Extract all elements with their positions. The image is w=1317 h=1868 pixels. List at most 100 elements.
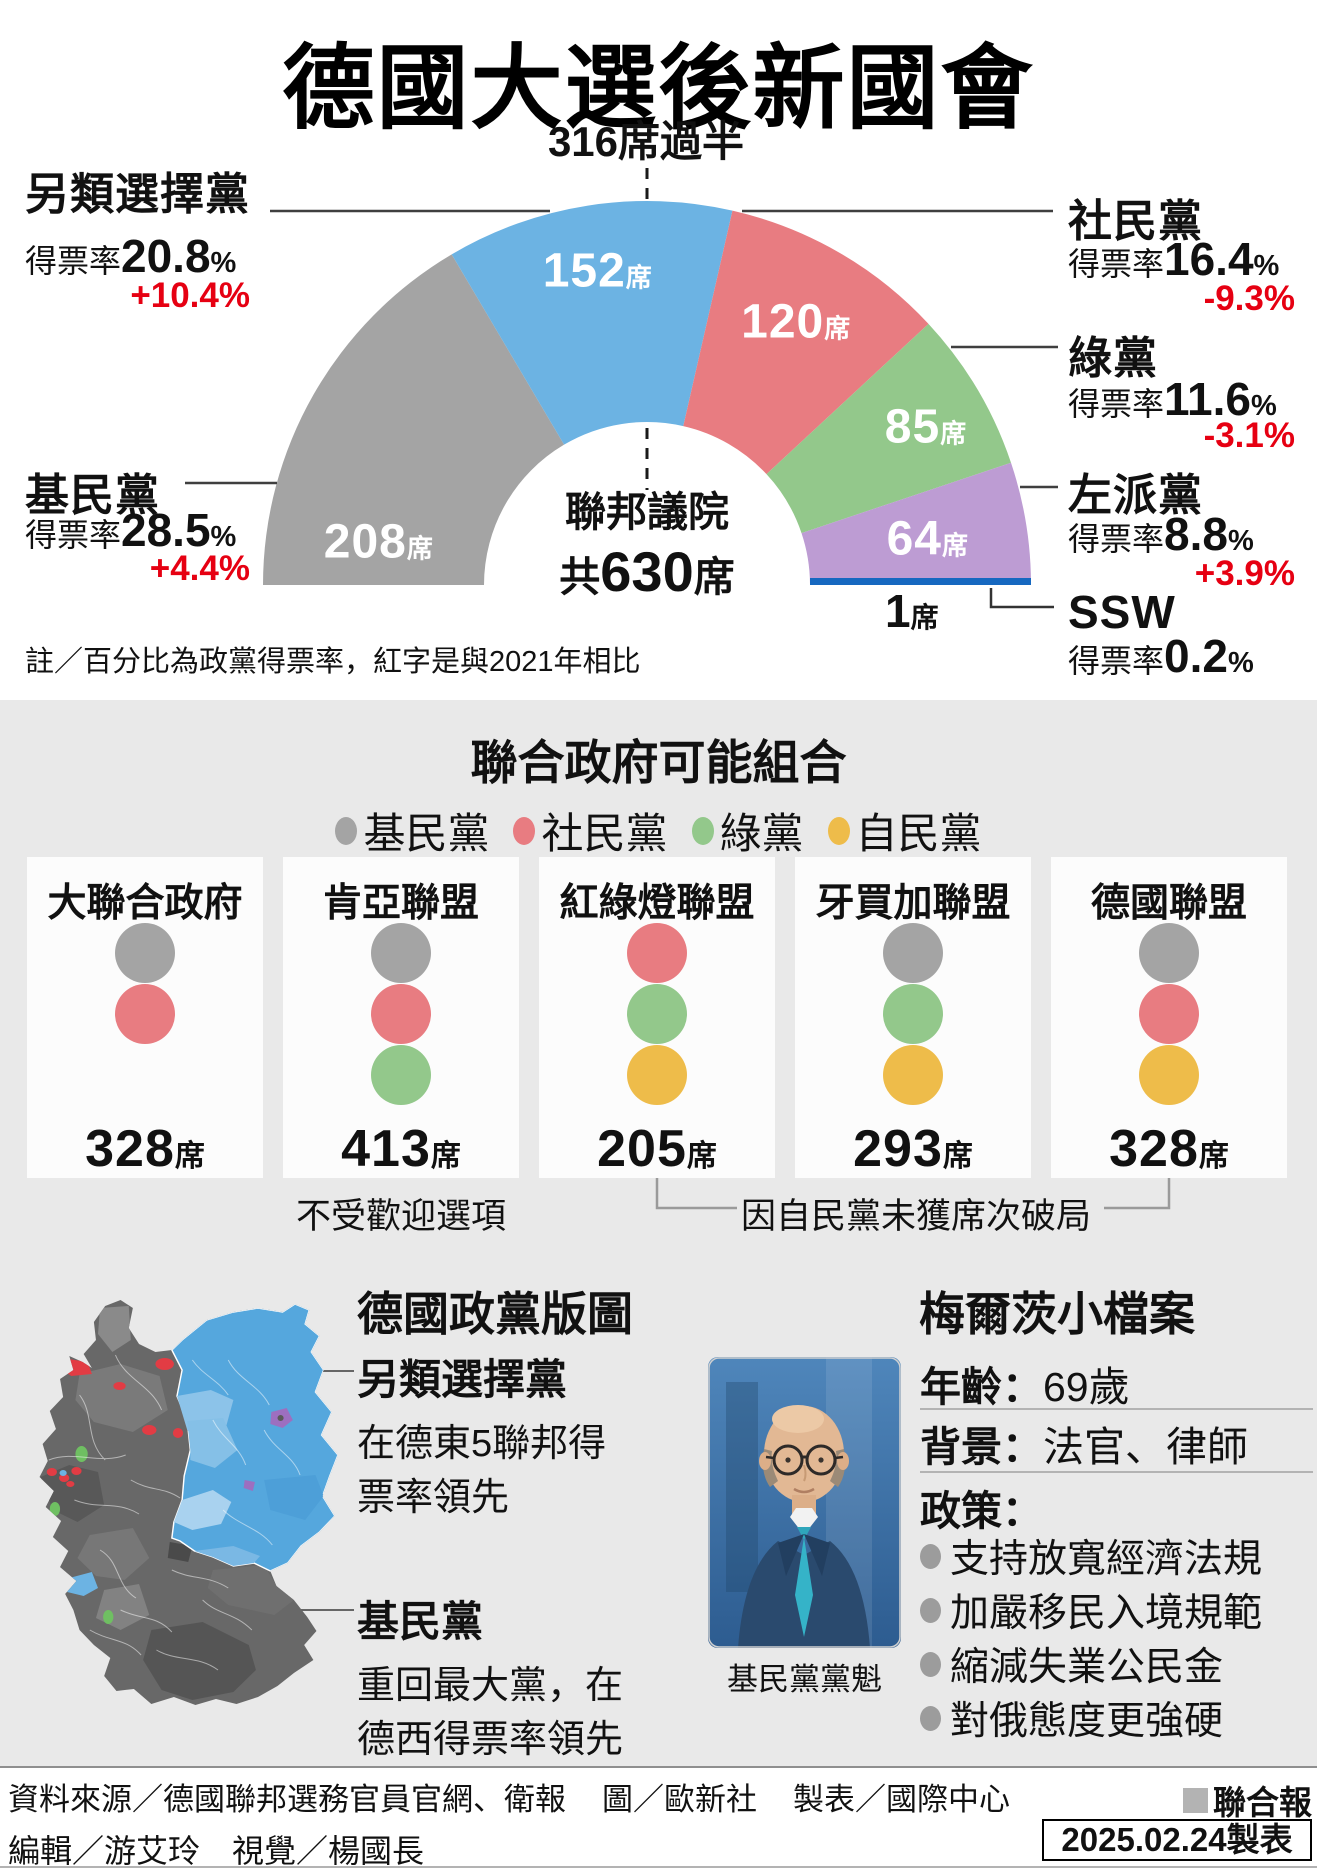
majority-label: 316席過半 — [547, 118, 745, 165]
coalition-card: 德國聯盟 328席 — [1051, 857, 1287, 1178]
party-vote-share: 得票率16.4% — [1068, 232, 1279, 286]
legend-label: 基民黨 — [363, 810, 490, 857]
vote-share-number: 16.4 — [1164, 233, 1254, 285]
legend-item: 基民黨 — [335, 800, 489, 861]
background-value: 法官、律師 — [1043, 1424, 1248, 1470]
party-dot — [883, 984, 943, 1044]
ssw-seats-number: 1 — [885, 585, 911, 637]
legend-item: 綠黨 — [691, 800, 804, 861]
total-number: 630 — [600, 540, 694, 604]
ssw-elbow-connector — [989, 588, 1054, 609]
party-vote-share: 得票率8.8% — [1068, 507, 1254, 561]
seat-count-number: 208 — [323, 515, 407, 569]
legend-color-dot — [827, 816, 850, 845]
donut-segment-3 — [766, 323, 1012, 534]
ssw-seat-count: 1席 — [885, 584, 939, 638]
seat-count-unit: 席 — [625, 262, 652, 293]
brand: 聯合報 — [1183, 1776, 1312, 1824]
coalition-party-dots — [627, 923, 687, 1105]
date-box: 2025.02.24製表 — [1042, 1819, 1312, 1861]
donut-segment-ssw-strip — [810, 578, 1031, 585]
coalition-card: 牙買加聯盟 293席 — [795, 857, 1031, 1178]
connector-germany-coalition — [1104, 1178, 1171, 1210]
coalition-seats-unit: 席 — [174, 1140, 205, 1173]
photo-credit: 圖／歐新社 — [602, 1782, 757, 1817]
seat-count-number: 152 — [542, 244, 626, 298]
vote-share-label: 得票率 — [25, 517, 122, 553]
footer: 資料來源／德國聯邦選務官員官網、衛報 圖／歐新社 製表／國際中心 聯合報 編輯／游艾… — [0, 1768, 1317, 1868]
vote-share-change: +3.9% — [1194, 554, 1295, 593]
profile-title: 梅爾茨小檔案 — [919, 1288, 1195, 1340]
profile-row-policy: 政策： — [920, 1477, 1316, 1537]
coalition-seat-total: 293席 — [795, 1119, 1031, 1179]
total-unit: 席 — [693, 554, 735, 601]
coalition-party-dots — [883, 923, 943, 1105]
vote-share-percent-sign: % — [1227, 647, 1254, 679]
legend-item: 社民黨 — [513, 800, 668, 861]
coalition-seat-total: 205席 — [539, 1119, 775, 1179]
parliament-donut-chart — [185, 168, 1058, 609]
coalition-seat-total: 328席 — [1051, 1119, 1287, 1179]
vote-share-percent-sign: % — [210, 521, 237, 553]
page-title: 德國大選後新國會 — [282, 38, 1035, 140]
coalition-party-dots — [371, 923, 431, 1105]
brand-square-icon — [1183, 1787, 1208, 1813]
party-dot — [627, 1045, 687, 1105]
vote-share-number: 20.8 — [121, 230, 211, 282]
party-vote-share: 得票率20.8% — [25, 229, 236, 283]
coalition-seats-number: 293 — [853, 1120, 943, 1178]
party-dot — [1139, 984, 1199, 1044]
policy-item: 縮減失業公民金 — [920, 1644, 1317, 1689]
policy-item: 加嚴移民入境規範 — [920, 1590, 1317, 1635]
party-vote-share: 得票率0.2% — [1068, 629, 1254, 683]
connector-traffic-light-coalition — [655, 1178, 737, 1210]
coalition-party-dots — [1139, 923, 1199, 1105]
age-label: 年齡： — [920, 1364, 1043, 1410]
map-title: 德國政黨版圖 — [357, 1288, 633, 1340]
map-annotation-cdu: 基民黨 重回最大黨，在 德西得票率領先 — [357, 1588, 623, 1767]
vote-share-change: +4.4% — [149, 549, 250, 588]
coalition-seats-unit: 席 — [430, 1140, 461, 1173]
chamber-seat-total: 共630席 — [452, 541, 842, 603]
party-dot — [371, 1045, 431, 1105]
donut-segment-0 — [263, 254, 565, 585]
party-name: 基民黨 — [25, 471, 160, 520]
coalition-legend: 基民黨 社民黨 綠黨 自民黨 — [0, 800, 1317, 861]
table-credit: 製表／國際中心 — [793, 1782, 1010, 1817]
policy-text: 縮減失業公民金 — [950, 1646, 1224, 1689]
vote-share-number: 28.5 — [121, 504, 211, 556]
policy-text: 支持放寬經濟法規 — [950, 1538, 1263, 1581]
coalition-seat-total: 413席 — [283, 1119, 519, 1179]
policy-list: 支持放寬經濟法規 加嚴移民入境規範 縮減失業公民金 對俄態度更強硬 — [920, 1536, 1317, 1752]
party-vote-share: 得票率11.6% — [1068, 372, 1277, 426]
coalition-title: 聯合政府可能組合 — [470, 736, 847, 789]
seat-count-unit: 席 — [824, 313, 851, 344]
seat-count-number: 64 — [886, 512, 942, 566]
coalition-card-title: 紅綠燈聯盟 — [559, 882, 755, 925]
map-annotation-afd-party: 另類選擇黨 — [357, 1356, 568, 1403]
profile-divider — [920, 1408, 1313, 1410]
party-name: 左派黨 — [1068, 471, 1203, 520]
coalition-seats-number: 328 — [1109, 1120, 1199, 1178]
vote-share-percent-sign: % — [1227, 525, 1254, 557]
policy-label: 政策： — [920, 1488, 1043, 1534]
vote-share-change: -9.3% — [1203, 279, 1295, 318]
coalition-seat-total: 328席 — [27, 1119, 263, 1179]
vote-share-change: +10.4% — [130, 276, 250, 315]
seat-count-unit: 席 — [406, 533, 433, 564]
party-dot — [883, 923, 943, 983]
coalition-card-title: 德國聯盟 — [1090, 882, 1247, 925]
party-dot — [627, 984, 687, 1044]
coalition-card: 肯亞聯盟 413席 — [283, 857, 519, 1178]
map-annotation-afd-line1: 在德東5聯邦得 — [357, 1423, 607, 1465]
party-vote-share: 得票率28.5% — [25, 503, 236, 557]
profile-divider — [920, 1471, 1313, 1473]
vote-share-label: 得票率 — [25, 243, 122, 279]
coalition-party-dots — [115, 923, 175, 1044]
party-dot — [371, 984, 431, 1044]
vote-share-percent-sign: % — [210, 247, 237, 279]
seat-count-number: 120 — [741, 295, 825, 349]
map-annotation-afd: 另類選擇黨 在德東5聯邦得 票率領先 — [357, 1346, 606, 1525]
seat-count-unit: 席 — [940, 418, 967, 449]
party-dot — [627, 923, 687, 983]
